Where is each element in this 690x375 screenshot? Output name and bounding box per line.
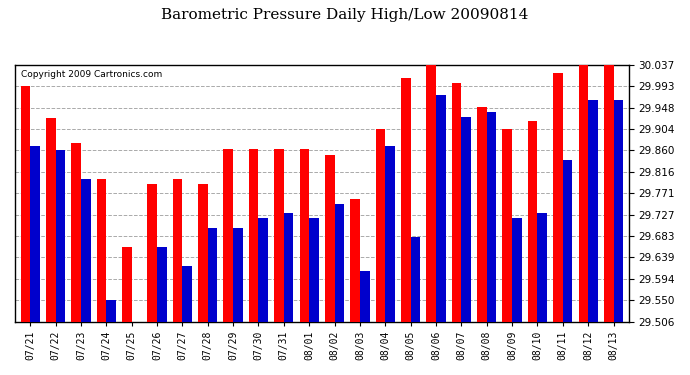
- Bar: [208, 228, 217, 322]
- Bar: [71, 143, 81, 322]
- Bar: [284, 213, 293, 322]
- Bar: [198, 184, 208, 322]
- Bar: [436, 95, 446, 322]
- Bar: [588, 100, 598, 322]
- Bar: [259, 218, 268, 322]
- Bar: [563, 160, 573, 322]
- Bar: [452, 83, 462, 322]
- Text: Copyright 2009 Cartronics.com: Copyright 2009 Cartronics.com: [21, 70, 162, 79]
- Bar: [351, 199, 360, 322]
- Bar: [97, 180, 106, 322]
- Bar: [122, 247, 132, 322]
- Bar: [462, 117, 471, 322]
- Bar: [385, 146, 395, 322]
- Bar: [81, 180, 90, 322]
- Bar: [21, 86, 30, 322]
- Bar: [148, 184, 157, 322]
- Bar: [360, 272, 370, 322]
- Bar: [46, 118, 56, 322]
- Bar: [512, 218, 522, 322]
- Bar: [182, 267, 192, 322]
- Bar: [486, 112, 496, 322]
- Bar: [106, 300, 116, 322]
- Bar: [335, 204, 344, 322]
- Bar: [528, 122, 538, 322]
- Bar: [299, 149, 309, 322]
- Bar: [502, 129, 512, 322]
- Bar: [157, 247, 167, 322]
- Bar: [233, 228, 243, 322]
- Bar: [553, 73, 563, 322]
- Text: Barometric Pressure Daily High/Low 20090814: Barometric Pressure Daily High/Low 20090…: [161, 8, 529, 21]
- Bar: [309, 218, 319, 322]
- Bar: [172, 180, 182, 322]
- Bar: [249, 149, 259, 322]
- Bar: [56, 150, 66, 322]
- Bar: [274, 149, 284, 322]
- Bar: [325, 155, 335, 322]
- Bar: [30, 146, 40, 322]
- Bar: [477, 107, 486, 322]
- Bar: [426, 65, 436, 322]
- Bar: [375, 129, 385, 322]
- Bar: [401, 78, 411, 322]
- Bar: [578, 65, 588, 322]
- Bar: [411, 237, 420, 322]
- Bar: [224, 149, 233, 322]
- Bar: [538, 213, 547, 322]
- Bar: [613, 100, 623, 322]
- Bar: [604, 65, 613, 322]
